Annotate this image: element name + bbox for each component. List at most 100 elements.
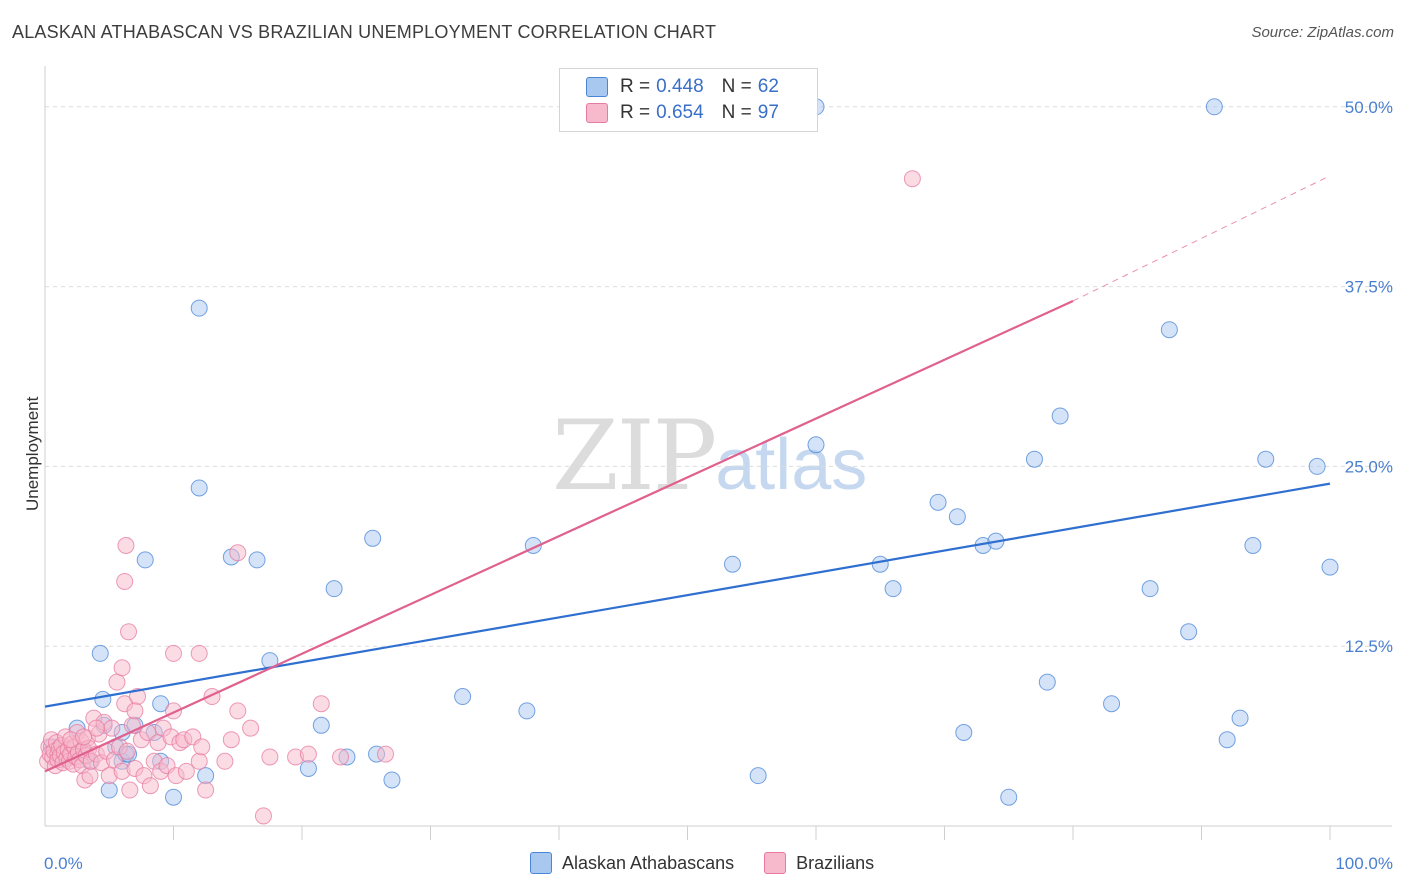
athabascan-point bbox=[248, 551, 266, 569]
brazilian-point bbox=[229, 702, 247, 720]
athabascan-point bbox=[1205, 98, 1223, 116]
athabascan-point bbox=[807, 436, 825, 454]
legend-n-label: N = bbox=[721, 102, 752, 123]
athabascan-point bbox=[1000, 788, 1018, 806]
brazilian-point bbox=[116, 572, 134, 590]
y-tick-label: 50.0% bbox=[1345, 98, 1393, 117]
brazilian-point bbox=[108, 673, 126, 691]
brazilian-point bbox=[120, 623, 138, 641]
brazilian-point bbox=[197, 781, 215, 799]
athabascan-point bbox=[1308, 457, 1326, 475]
legend-row-brazilian: R = 0.654 N = 97 bbox=[586, 101, 797, 125]
brazilian-point bbox=[332, 748, 350, 766]
athabascan-point bbox=[1231, 709, 1249, 727]
athabascan-point bbox=[884, 580, 902, 598]
watermark-zip: ZIP bbox=[552, 400, 717, 512]
brazilian-point bbox=[229, 544, 247, 562]
brazilian-point bbox=[377, 745, 395, 763]
athabascan-point bbox=[1025, 450, 1043, 468]
series-legend-label: Brazilians bbox=[796, 852, 875, 873]
brazilian-point bbox=[193, 738, 211, 756]
athabascan-point bbox=[871, 555, 889, 573]
brazilian-point bbox=[242, 719, 260, 737]
brazilian-point bbox=[113, 659, 131, 677]
brazilian-point bbox=[87, 719, 105, 737]
athabascan-point bbox=[136, 551, 154, 569]
brazilian-point bbox=[222, 731, 240, 749]
athabascan-point bbox=[325, 580, 343, 598]
athabascan-point bbox=[190, 479, 208, 497]
source-label: Source: ZipAtlas.com bbox=[1251, 24, 1394, 41]
legend-r-value: 0.654 bbox=[656, 102, 704, 123]
athabascan-point bbox=[1180, 623, 1198, 641]
series-legend: Alaskan Athabascans Brazilians bbox=[530, 852, 904, 874]
watermark: ZIPatlas bbox=[552, 400, 867, 512]
athabascan-point bbox=[1321, 558, 1339, 576]
athabascan-point bbox=[955, 724, 973, 741]
stats-legend: R = 0.448 N = 62 R = 0.654 N = 97 bbox=[559, 68, 818, 132]
athabascan-point bbox=[299, 759, 317, 777]
athabascan-point bbox=[518, 702, 536, 720]
brazilian-point bbox=[190, 644, 208, 662]
legend-n-value: 62 bbox=[757, 76, 779, 97]
athabascan-point bbox=[723, 555, 741, 573]
athabascan-point bbox=[152, 695, 170, 713]
x-tick-label: 100.0% bbox=[1335, 854, 1393, 873]
athabascan-point bbox=[190, 299, 208, 317]
brazilian-point bbox=[190, 752, 208, 770]
brazilian-point bbox=[312, 695, 330, 713]
y-tick-label: 12.5% bbox=[1345, 637, 1393, 656]
athabascan-point bbox=[1103, 695, 1121, 713]
series-swatch-athabascan bbox=[530, 852, 552, 874]
legend-n-label: N = bbox=[721, 76, 752, 97]
brazilian-point bbox=[299, 745, 317, 763]
athabascan-point bbox=[197, 767, 215, 785]
athabascan-point bbox=[94, 690, 112, 708]
legend-r-value: 0.448 bbox=[656, 76, 704, 97]
brazilian-point bbox=[81, 767, 99, 785]
athabascan-point bbox=[165, 788, 182, 806]
athabascan-point bbox=[1160, 321, 1178, 339]
brazilian-point bbox=[177, 762, 195, 780]
legend-r-label: R = bbox=[620, 102, 651, 123]
brazilian-point bbox=[141, 777, 159, 795]
brazilian-point bbox=[121, 781, 139, 799]
athabascan-point bbox=[1051, 407, 1069, 425]
athabascan-point bbox=[312, 716, 330, 734]
brazilian-point bbox=[103, 719, 121, 737]
athabascan-point bbox=[1141, 580, 1159, 598]
series-legend-athabascan[interactable]: Alaskan Athabascans bbox=[530, 852, 734, 874]
brazilian-trend-extension bbox=[1072, 175, 1331, 302]
series-swatch-brazilian bbox=[764, 852, 787, 874]
athabascan-point bbox=[1244, 537, 1262, 554]
brazilian-point bbox=[165, 644, 182, 662]
brazilian-point bbox=[216, 752, 234, 770]
brazilian-point bbox=[126, 702, 144, 720]
brazilian-point bbox=[254, 807, 272, 825]
athabascan-point bbox=[91, 644, 109, 662]
athabascan-point bbox=[100, 781, 118, 799]
athabascan-point bbox=[948, 508, 966, 526]
athabascan-point bbox=[749, 767, 767, 785]
athabascan-point bbox=[1038, 673, 1056, 691]
brazilian-point bbox=[117, 537, 135, 554]
y-tick-label: 25.0% bbox=[1345, 457, 1393, 476]
brazilian-point bbox=[118, 742, 136, 760]
series-legend-brazilian[interactable]: Brazilians bbox=[764, 852, 874, 874]
legend-r-label: R = bbox=[620, 76, 651, 97]
legend-swatch-athabascan bbox=[586, 77, 608, 97]
brazilian-point bbox=[75, 728, 93, 746]
athabascan-point bbox=[364, 529, 382, 547]
athabascan-point bbox=[1218, 731, 1236, 749]
athabascan-trend-line bbox=[44, 482, 1331, 708]
series-legend-label: Alaskan Athabascans bbox=[562, 852, 735, 873]
athabascan-point bbox=[929, 493, 947, 511]
legend-row-athabascan: R = 0.448 N = 62 bbox=[586, 75, 797, 99]
y-tick-label: 37.5% bbox=[1345, 278, 1393, 297]
athabascan-point bbox=[454, 688, 472, 706]
athabascan-point bbox=[383, 771, 401, 789]
brazilian-trend-line bbox=[44, 299, 1074, 773]
legend-n-value: 97 bbox=[757, 102, 779, 123]
chart-title: ALASKAN ATHABASCAN VS BRAZILIAN UNEMPLOY… bbox=[12, 22, 717, 42]
